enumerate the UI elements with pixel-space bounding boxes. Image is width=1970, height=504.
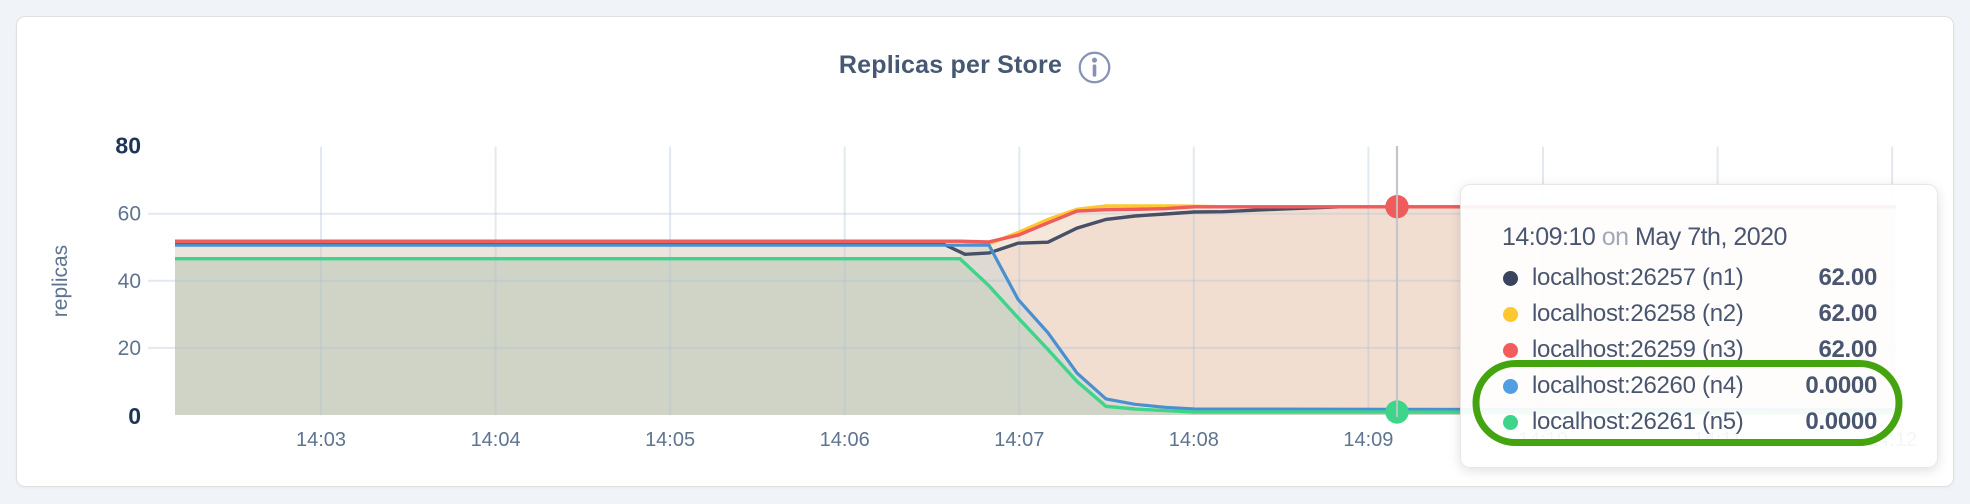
- svg-text:40: 40: [118, 270, 141, 293]
- svg-text:14:04: 14:04: [471, 429, 521, 451]
- svg-text:replicas: replicas: [49, 245, 72, 317]
- svg-text:14:08: 14:08: [1169, 429, 1219, 451]
- svg-text:20: 20: [118, 337, 141, 360]
- svg-text:80: 80: [115, 133, 141, 159]
- svg-text:14:03: 14:03: [296, 429, 346, 451]
- svg-text:60: 60: [118, 203, 141, 226]
- svg-text:14:06: 14:06: [820, 429, 870, 451]
- svg-text:14:07: 14:07: [994, 429, 1044, 451]
- svg-text:0: 0: [128, 403, 141, 429]
- svg-text:14:05: 14:05: [645, 429, 695, 451]
- svg-text:14:09: 14:09: [1343, 429, 1393, 451]
